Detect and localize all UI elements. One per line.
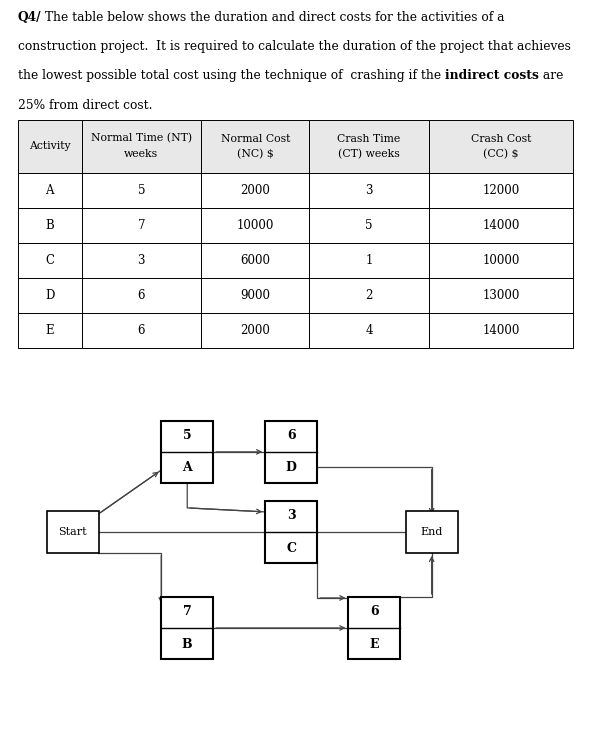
Bar bbox=[18, 208, 82, 243]
Text: 12000: 12000 bbox=[482, 184, 519, 197]
Text: B: B bbox=[46, 219, 54, 232]
Text: 6: 6 bbox=[138, 289, 145, 302]
Bar bbox=[201, 174, 310, 208]
Bar bbox=[310, 208, 429, 243]
Text: C: C bbox=[45, 254, 54, 267]
Text: The table below shows the duration and direct costs for the activities of a: The table below shows the duration and d… bbox=[41, 10, 505, 24]
Text: construction project.  It is required to calculate the duration of the project t: construction project. It is required to … bbox=[18, 40, 570, 53]
Bar bbox=[82, 278, 201, 313]
Text: 3: 3 bbox=[287, 509, 296, 522]
Bar bbox=[265, 421, 317, 483]
Text: End: End bbox=[420, 527, 443, 537]
Text: Start: Start bbox=[59, 527, 87, 537]
Text: weeks: weeks bbox=[124, 150, 158, 159]
Text: 2000: 2000 bbox=[241, 184, 270, 197]
Text: Q4/: Q4/ bbox=[18, 10, 41, 24]
Text: 3: 3 bbox=[365, 184, 373, 197]
Bar bbox=[201, 278, 310, 313]
Text: 5: 5 bbox=[365, 219, 373, 232]
Bar bbox=[265, 501, 317, 563]
Bar bbox=[429, 243, 573, 278]
Text: Crash Time: Crash Time bbox=[337, 133, 401, 144]
Text: (CT) weeks: (CT) weeks bbox=[338, 150, 400, 159]
Text: 7: 7 bbox=[138, 219, 145, 232]
Text: Normal Time (NT): Normal Time (NT) bbox=[91, 133, 192, 144]
Text: E: E bbox=[370, 637, 379, 651]
Text: (NC) $: (NC) $ bbox=[237, 150, 274, 159]
Text: 3: 3 bbox=[138, 254, 145, 267]
Text: 14000: 14000 bbox=[482, 324, 519, 337]
Text: 9000: 9000 bbox=[240, 289, 270, 302]
Text: 10000: 10000 bbox=[482, 254, 519, 267]
Text: 6: 6 bbox=[138, 324, 145, 337]
Bar bbox=[18, 278, 82, 313]
Text: A: A bbox=[183, 462, 192, 474]
Bar bbox=[429, 120, 573, 174]
Text: 14000: 14000 bbox=[482, 219, 519, 232]
Bar bbox=[18, 174, 82, 208]
Bar bbox=[310, 243, 429, 278]
Bar bbox=[201, 120, 310, 174]
Bar bbox=[405, 511, 457, 553]
Text: 6000: 6000 bbox=[240, 254, 270, 267]
Text: D: D bbox=[45, 289, 54, 302]
Text: 7: 7 bbox=[183, 605, 191, 619]
Bar bbox=[18, 313, 82, 348]
Bar bbox=[310, 174, 429, 208]
Bar bbox=[82, 313, 201, 348]
Text: 1: 1 bbox=[365, 254, 373, 267]
Bar bbox=[47, 511, 99, 553]
Bar bbox=[310, 313, 429, 348]
Bar bbox=[161, 597, 213, 659]
Bar bbox=[161, 421, 213, 483]
Bar bbox=[82, 243, 201, 278]
Bar bbox=[18, 120, 82, 174]
Bar bbox=[310, 120, 429, 174]
Text: C: C bbox=[286, 542, 296, 554]
Text: Normal Cost: Normal Cost bbox=[220, 133, 290, 144]
Text: A: A bbox=[46, 184, 54, 197]
Bar bbox=[429, 174, 573, 208]
Bar bbox=[429, 208, 573, 243]
Bar bbox=[201, 208, 310, 243]
Text: 6: 6 bbox=[370, 605, 379, 619]
Text: 10000: 10000 bbox=[236, 219, 274, 232]
Bar bbox=[18, 243, 82, 278]
Text: 5: 5 bbox=[183, 429, 191, 442]
Text: E: E bbox=[46, 324, 54, 337]
Text: 4: 4 bbox=[365, 324, 373, 337]
Bar bbox=[82, 208, 201, 243]
Text: are: are bbox=[538, 70, 563, 82]
Text: the lowest possible total cost using the technique of  crashing if the: the lowest possible total cost using the… bbox=[18, 70, 445, 82]
Text: indirect costs: indirect costs bbox=[445, 70, 538, 82]
Text: 2: 2 bbox=[365, 289, 373, 302]
Text: Activity: Activity bbox=[29, 141, 70, 152]
Bar bbox=[349, 597, 401, 659]
Bar bbox=[201, 313, 310, 348]
Text: 25% from direct cost.: 25% from direct cost. bbox=[18, 99, 152, 111]
Bar bbox=[429, 313, 573, 348]
Text: 13000: 13000 bbox=[482, 289, 519, 302]
Bar bbox=[310, 278, 429, 313]
Text: Crash Cost: Crash Cost bbox=[471, 133, 531, 144]
Text: 2000: 2000 bbox=[241, 324, 270, 337]
Text: D: D bbox=[286, 462, 297, 474]
Bar bbox=[82, 120, 201, 174]
Text: 6: 6 bbox=[287, 429, 296, 442]
Text: (CC) $: (CC) $ bbox=[483, 150, 519, 159]
Text: B: B bbox=[182, 637, 193, 651]
Text: 5: 5 bbox=[138, 184, 145, 197]
Bar bbox=[201, 243, 310, 278]
Bar bbox=[82, 174, 201, 208]
Bar bbox=[429, 278, 573, 313]
